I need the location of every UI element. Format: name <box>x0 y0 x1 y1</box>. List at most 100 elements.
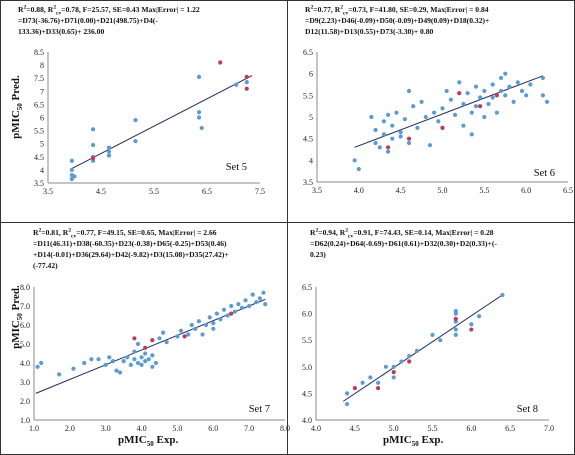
set-8-point-train <box>383 364 388 369</box>
set-6-x-tick-label: 4.5 <box>396 186 406 195</box>
eq8-stats: =0.91, F=74.43, SE=0.14, Max|Error| = 0.… <box>353 228 494 237</box>
set-7-point-train <box>196 319 202 324</box>
set-6-point-train <box>540 75 546 81</box>
set-7-point-train <box>211 326 216 331</box>
set-7-point-train <box>193 326 198 331</box>
set-6-point-train <box>381 132 387 137</box>
ylabel-bottom-prefix: pMIC <box>9 320 22 349</box>
set-7-y-tick-label: 1.0 <box>20 416 30 425</box>
set-8-y-tick-label: 4.0 <box>302 416 312 425</box>
set-7-point-train <box>250 292 255 297</box>
eq5-line-2: =D73(-36.76)+D71(0.00)+D21(498.75)+D4(- <box>18 16 158 25</box>
set-6-point-train <box>511 99 516 104</box>
eq8-line-3: 0.23) <box>310 250 326 259</box>
ylabel-top-prefix: pMIC <box>9 110 22 139</box>
set-5-y-tick-label: 5.5 <box>34 127 44 136</box>
set-6-point-train <box>381 119 387 124</box>
set-7-point-train <box>139 355 144 360</box>
eq6-line-2: =D9(2.23)+D46(-0.09)+D50(-0.09)+D49(0.09… <box>305 16 490 25</box>
ylabel-bottom-sub: 50 <box>16 313 25 321</box>
x-axis-label-right: pMIC50 Exp. <box>383 434 443 448</box>
set-8-y-tick-label: 5.0 <box>302 363 312 372</box>
set-5-point-train <box>90 127 96 132</box>
set-6-point-train <box>486 101 491 107</box>
set-8-point-test <box>391 370 396 375</box>
set-6-point-train <box>544 99 550 104</box>
set-6-y-tick-label: 6.5 <box>303 48 313 57</box>
set-8-point-train <box>469 322 474 327</box>
set-7-point-train <box>132 357 137 362</box>
set-7-point-train <box>121 359 126 364</box>
set-6-point-train <box>406 88 412 94</box>
set-7-point-train <box>135 360 141 366</box>
eq5-line-3: 133.36)+D33(0.65)+ 236.00 <box>18 27 105 36</box>
eq8-line-2: =D62(0.24)+D64(-0.69)+D61(0.61)+D32(0.30… <box>310 239 497 248</box>
set-7-point-train <box>261 290 266 295</box>
set-7-y-tick-label: 6.0 <box>20 321 30 330</box>
set-5-point-train <box>69 167 74 172</box>
set-6-point-train <box>436 119 441 124</box>
set-7-point-train <box>103 362 108 367</box>
set-7-point-train <box>157 336 162 341</box>
set-5-y-tick-label: 7.5 <box>34 74 44 83</box>
y-axis-label-bottom: pMIC50 Pred. <box>10 272 24 362</box>
set-7-point-train <box>135 341 141 347</box>
set-8-point-train <box>368 375 373 380</box>
set-5-y-tick-label: 5 <box>40 140 44 149</box>
set-8-point-train <box>453 308 458 314</box>
eq6-cv-sub: cv <box>342 10 349 17</box>
set-7-x-tick-label: 1.0 <box>29 424 39 433</box>
set-6-x-tick-label: 5.0 <box>438 186 448 195</box>
set-7-point-train <box>146 357 151 362</box>
set-8-point-train <box>391 364 396 369</box>
xlabel-right-suffix: Exp. <box>418 434 444 446</box>
set-7-y-tick-label: 4.0 <box>20 359 30 368</box>
set-6-point-train <box>411 104 416 109</box>
set-7-point-train <box>243 298 248 303</box>
set-6-point-train <box>457 80 462 85</box>
set-5-y-tick-label: 4 <box>40 166 44 175</box>
set-7-y-tick-label: 2.0 <box>20 397 30 406</box>
set-5-x-tick-label: 6.5 <box>202 187 212 196</box>
eq7-stats: =0.77, F=49.15, SE=0.65, Max|Error| = 2.… <box>76 228 217 237</box>
set-8-title: Set 8 <box>517 404 538 415</box>
set-5-point-train <box>196 115 202 120</box>
set-6-point-train <box>373 127 378 133</box>
set-6-point-train <box>478 95 483 100</box>
set-6-y-tick-label: 4 <box>309 156 313 165</box>
eq5-r2-label: R <box>18 5 24 14</box>
set-5-x-tick-label: 5.5 <box>149 187 159 196</box>
set-8-point-test <box>469 327 474 332</box>
set-7-point-train <box>221 307 227 312</box>
set-7-y-tick-label: 8.0 <box>20 283 30 292</box>
set-8-point-train <box>376 380 381 385</box>
set-7-point-train <box>39 360 44 366</box>
set-7-point-train <box>225 313 230 318</box>
set-7-x-tick-label: 2.0 <box>65 424 75 433</box>
set-8-point-test <box>376 385 381 391</box>
set-8-point-train <box>360 380 365 385</box>
set-6-point-test <box>386 145 391 150</box>
set-8-x-tick-label: 6.0 <box>466 424 476 433</box>
set-5-y-tick-label: 7 <box>40 87 44 96</box>
set-5-point-train <box>106 145 112 150</box>
set-6-point-train <box>394 110 399 115</box>
eq7-cv-sub: cv <box>70 233 77 240</box>
set-5-point-test <box>244 74 249 79</box>
set-6-point-train <box>452 112 458 117</box>
eq7-r2-sup: 2 <box>38 227 42 234</box>
eq5-cv-sub: cv <box>55 10 62 17</box>
set-8-point-train <box>500 292 505 298</box>
set-7-point-train <box>132 349 137 354</box>
set-7-point-train <box>186 332 191 337</box>
set-6-point-train <box>398 130 403 135</box>
set-7-point-test <box>229 311 234 316</box>
set-6-point-train <box>390 136 395 141</box>
set-7-point-train <box>254 300 259 305</box>
equation-set-6: R2=0.77, R2cv=0.73, F=41.80, SE=0.29, Ma… <box>305 4 567 37</box>
set-5-y-tick-label: 4.5 <box>34 153 44 162</box>
eq8-r2-sup: 2 <box>315 227 319 234</box>
set-7-point-train <box>110 359 115 364</box>
set-6-point-train <box>503 93 508 98</box>
set-7-point-train <box>89 357 94 362</box>
